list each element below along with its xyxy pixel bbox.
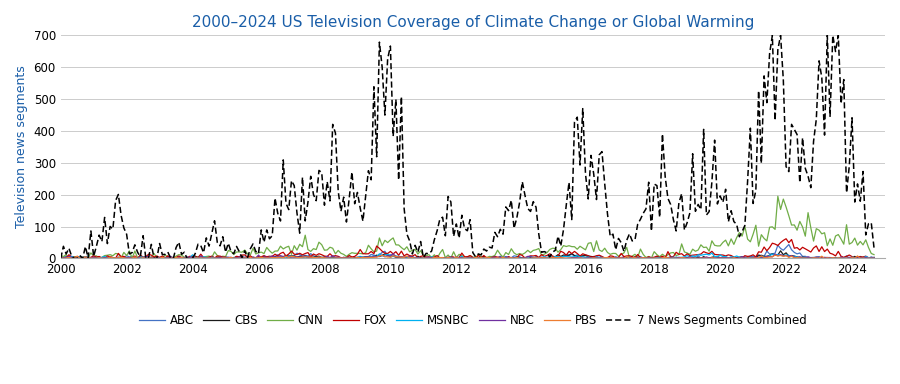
- CNN: [511, 252, 522, 257]
- NBC: [580, 256, 591, 261]
- FOX: [780, 237, 791, 241]
- CBS: [824, 256, 835, 261]
- 7 News Segments Combined: [574, 163, 585, 167]
- PBS: [572, 256, 582, 261]
- ABC: [574, 255, 585, 259]
- Y-axis label: Television news segments: Television news segments: [15, 66, 28, 228]
- NBC: [55, 256, 66, 260]
- MSNBC: [803, 256, 814, 260]
- CBS: [868, 255, 879, 260]
- NBC: [630, 255, 641, 260]
- MSNBC: [113, 256, 124, 261]
- FOX: [113, 251, 124, 256]
- NBC: [514, 256, 525, 260]
- MSNBC: [706, 251, 717, 255]
- CNN: [803, 210, 814, 215]
- CBS: [212, 256, 222, 260]
- MSNBC: [626, 256, 637, 260]
- NBC: [116, 256, 127, 261]
- 7 News Segments Combined: [55, 256, 66, 261]
- CNN: [626, 254, 637, 258]
- PBS: [803, 256, 814, 261]
- FOX: [214, 254, 225, 258]
- 7 News Segments Combined: [212, 240, 222, 245]
- ABC: [508, 253, 519, 258]
- MSNBC: [868, 255, 879, 260]
- MSNBC: [490, 256, 500, 261]
- NBC: [388, 252, 399, 256]
- Line: PBS: PBS: [60, 255, 874, 258]
- Line: FOX: FOX: [60, 239, 874, 258]
- Line: MSNBC: MSNBC: [60, 253, 874, 258]
- NBC: [214, 255, 225, 260]
- Line: 7 News Segments Combined: 7 News Segments Combined: [60, 35, 874, 258]
- CNN: [55, 253, 66, 257]
- FOX: [511, 256, 522, 261]
- 7 News Segments Combined: [508, 226, 519, 230]
- CBS: [800, 255, 811, 260]
- CBS: [55, 255, 66, 259]
- PBS: [577, 256, 588, 261]
- MSNBC: [511, 256, 522, 261]
- 7 News Segments Combined: [113, 192, 124, 197]
- CNN: [772, 194, 783, 199]
- ABC: [783, 242, 794, 247]
- Line: ABC: ABC: [60, 245, 874, 258]
- FOX: [201, 256, 212, 261]
- CNN: [214, 255, 225, 260]
- CNN: [116, 255, 127, 260]
- CBS: [574, 254, 585, 258]
- 7 News Segments Combined: [775, 33, 786, 38]
- PBS: [55, 256, 66, 260]
- ABC: [827, 256, 838, 261]
- ABC: [800, 254, 811, 259]
- 7 News Segments Combined: [624, 232, 634, 236]
- 7 News Segments Combined: [800, 166, 811, 171]
- PBS: [868, 256, 879, 261]
- ABC: [624, 256, 634, 260]
- Legend: ABC, CBS, CNN, FOX, MSNBC, NBC, PBS, 7 News Segments Combined: ABC, CBS, CNN, FOX, MSNBC, NBC, PBS, 7 N…: [134, 309, 811, 331]
- Title: 2000–2024 US Television Coverage of Climate Change or Global Warming: 2000–2024 US Television Coverage of Clim…: [192, 15, 754, 30]
- PBS: [770, 253, 780, 257]
- CNN: [868, 252, 879, 257]
- 7 News Segments Combined: [868, 245, 879, 250]
- MSNBC: [577, 255, 588, 259]
- CBS: [775, 248, 786, 253]
- NBC: [77, 256, 88, 261]
- CNN: [577, 246, 588, 250]
- CBS: [113, 256, 124, 261]
- MSNBC: [212, 256, 222, 261]
- CNN: [77, 256, 88, 261]
- Line: NBC: NBC: [60, 254, 874, 258]
- ABC: [212, 255, 222, 260]
- ABC: [55, 254, 66, 259]
- NBC: [868, 256, 879, 260]
- NBC: [803, 255, 814, 259]
- FOX: [868, 255, 879, 260]
- PBS: [508, 256, 519, 261]
- PBS: [113, 256, 124, 260]
- CBS: [624, 255, 634, 260]
- FOX: [577, 252, 588, 256]
- FOX: [803, 248, 814, 253]
- PBS: [212, 256, 222, 261]
- ABC: [868, 256, 879, 260]
- Line: CBS: CBS: [60, 251, 874, 258]
- FOX: [55, 255, 66, 259]
- Line: CNN: CNN: [60, 196, 874, 258]
- MSNBC: [55, 255, 66, 260]
- FOX: [626, 254, 637, 259]
- ABC: [113, 256, 124, 260]
- CBS: [508, 256, 519, 260]
- PBS: [626, 256, 637, 260]
